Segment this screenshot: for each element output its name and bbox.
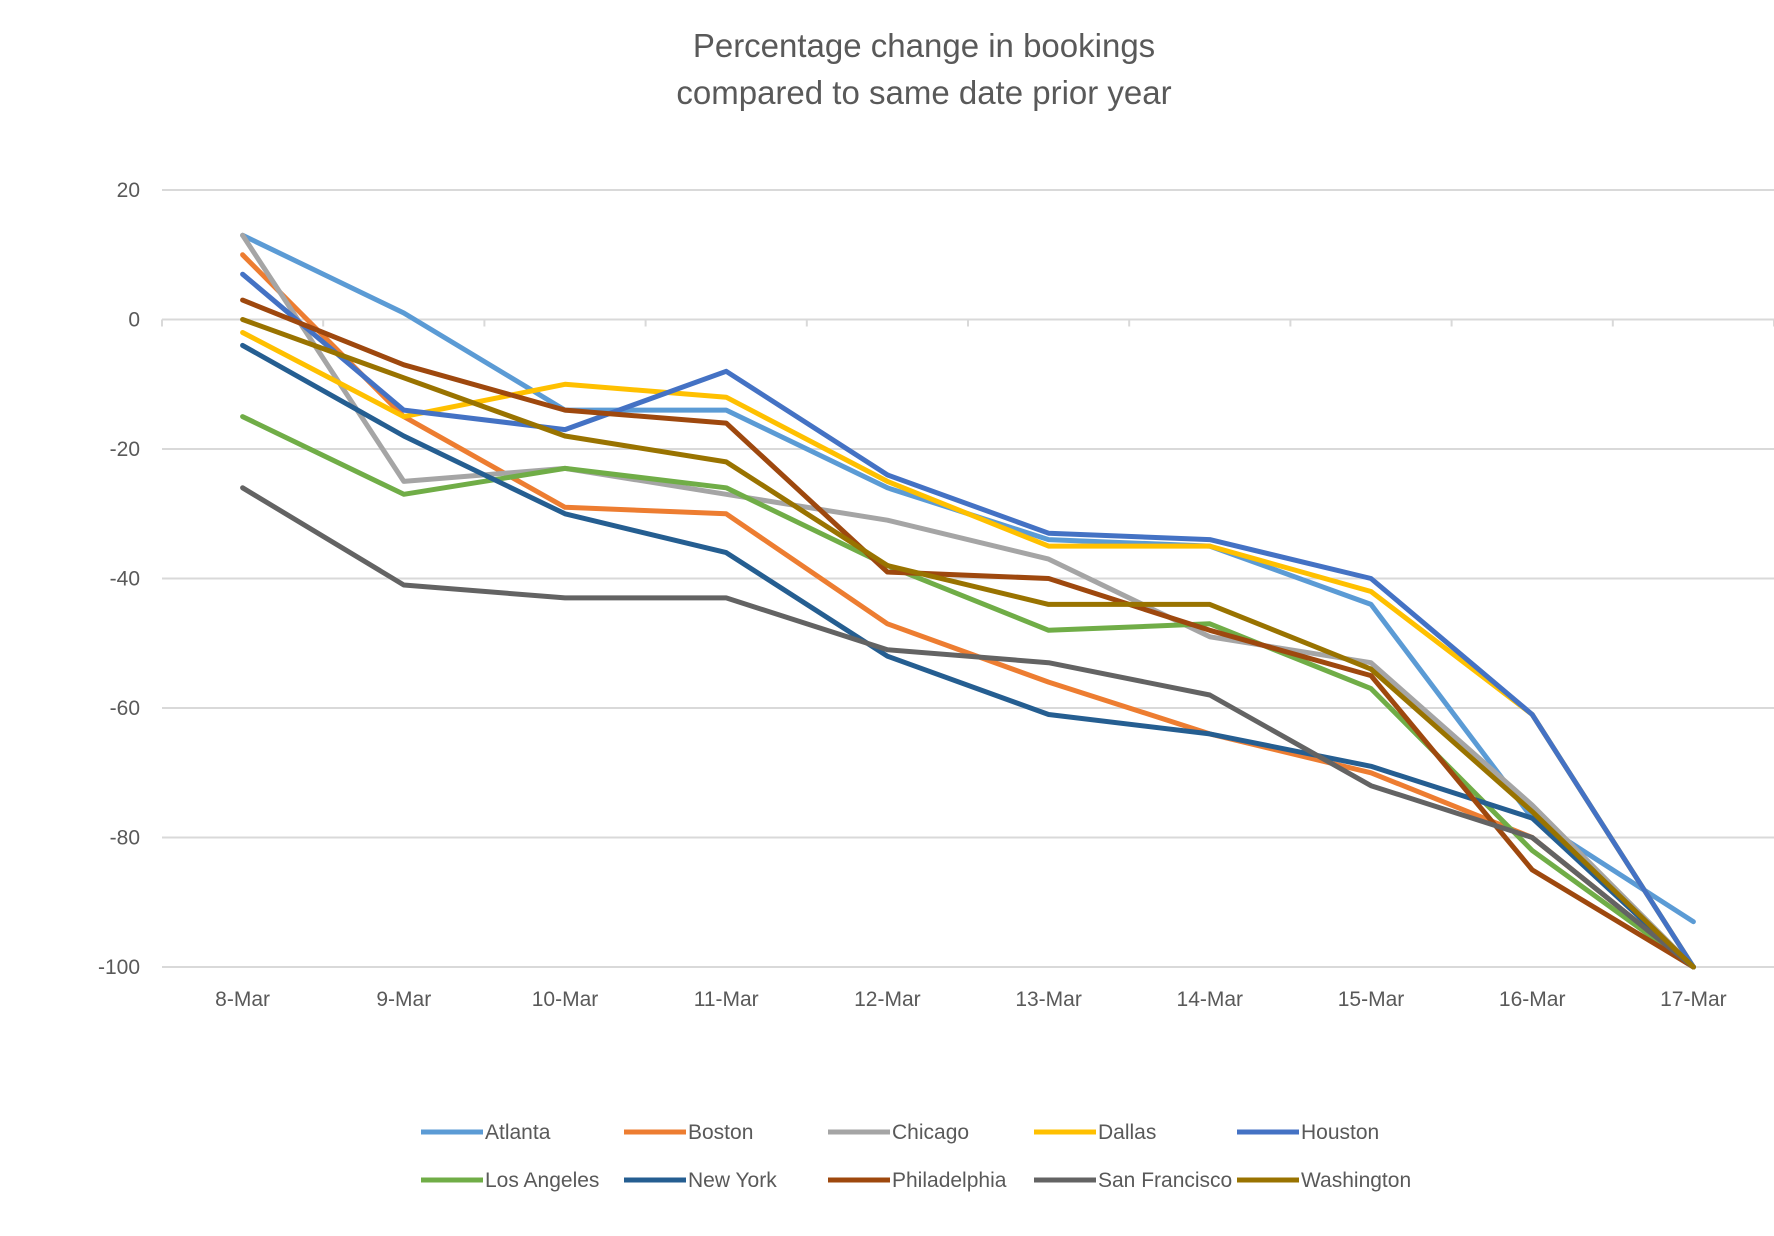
x-tick-label: 17-Mar [1660, 988, 1727, 1011]
series-line-boston [240, 252, 1696, 970]
legend-label: Los Angeles [485, 1169, 599, 1192]
series-line-washington [240, 317, 1696, 970]
y-tick-label: -80 [110, 827, 140, 850]
legend: Atlanta Boston Chicago Dallas Houston Los Ang… [421, 1121, 1411, 1192]
series-line-dallas [240, 330, 1696, 970]
legend-label: New York [688, 1169, 777, 1192]
series-line-philadelphia [240, 297, 1696, 970]
legend-item: Boston [624, 1121, 753, 1144]
legend-label: Chicago [892, 1121, 969, 1144]
legend-item: New York [624, 1169, 777, 1192]
legend-item: Houston [1237, 1121, 1379, 1144]
x-tick-label: 13-Mar [1015, 988, 1082, 1011]
x-tick-label: 11-Mar [694, 988, 759, 1011]
legend-item: San Francisco [1034, 1169, 1232, 1192]
y-axis-ticks: 20 0 -20 -40 -60 -80 -100 [98, 179, 140, 979]
x-tick-label: 14-Mar [1177, 988, 1244, 1011]
y-tick-label: -20 [110, 438, 140, 461]
x-tick-label: 12-Mar [854, 988, 921, 1011]
x-tick-label: 16-Mar [1499, 988, 1566, 1011]
series-lines [240, 232, 1696, 970]
legend-label: Houston [1301, 1121, 1379, 1144]
legend-label: Dallas [1098, 1121, 1156, 1144]
legend-item: Washington [1237, 1169, 1411, 1192]
x-tick-label: 10-Mar [532, 988, 599, 1011]
series-line-los-angeles [240, 414, 1696, 970]
legend-label: Philadelphia [892, 1169, 1007, 1192]
x-axis-ticks: 8-Mar 9-Mar 10-Mar 11-Mar 12-Mar 13-Mar 14-Mar… [215, 988, 1726, 1011]
legend-label: Washington [1301, 1169, 1411, 1192]
x-tick-label: 9-Mar [376, 988, 431, 1011]
legend-label: San Francisco [1098, 1169, 1232, 1192]
legend-item: Los Angeles [421, 1169, 599, 1192]
legend-item: Philadelphia [828, 1169, 1007, 1192]
y-tick-label: -40 [110, 568, 140, 591]
series-line-san-francisco [240, 485, 1696, 970]
legend-item: Dallas [1034, 1121, 1156, 1144]
series-line-new-york [240, 342, 1696, 970]
y-tick-label: -100 [98, 956, 140, 979]
y-tick-label: -60 [110, 697, 140, 720]
legend-label: Atlanta [485, 1121, 551, 1144]
series-line-houston [240, 271, 1696, 970]
y-tick-label: 20 [117, 179, 140, 202]
legend-item: Atlanta [421, 1121, 551, 1144]
chart-title-line-2: compared to same date prior year [676, 74, 1171, 111]
x-tick-label: 8-Mar [215, 988, 270, 1011]
y-tick-label: 0 [128, 309, 140, 332]
x-tick-label: 15-Mar [1338, 988, 1405, 1011]
legend-label: Boston [688, 1121, 753, 1144]
chart-title-line-1: Percentage change in bookings [693, 27, 1155, 64]
legend-item: Chicago [828, 1121, 969, 1144]
